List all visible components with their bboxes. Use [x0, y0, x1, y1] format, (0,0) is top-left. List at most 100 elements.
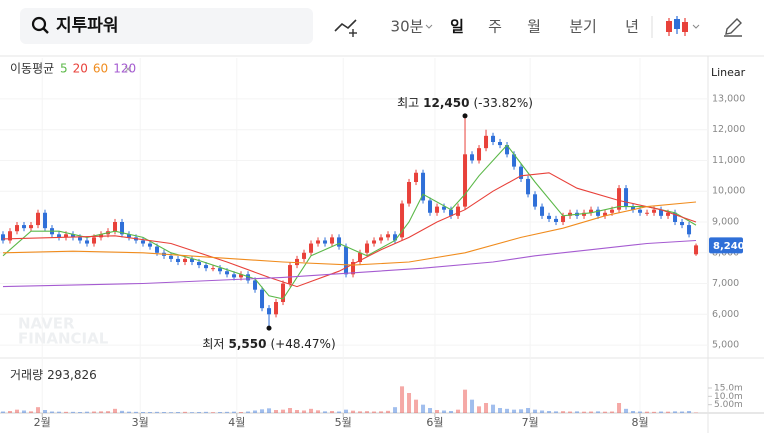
volume-bar [253, 410, 258, 413]
volume-bar [400, 386, 405, 413]
search-box[interactable] [20, 8, 313, 44]
volume-bar [617, 403, 622, 413]
volume-title: 거래량 293,826 [10, 368, 97, 382]
volume-bar [8, 411, 13, 413]
volume-tick-label: 5.00m [714, 400, 743, 410]
ma-legend-title: 이동평균 [10, 62, 54, 76]
candle-body [141, 240, 146, 244]
search-icon [31, 16, 47, 32]
candle-body [414, 172, 419, 182]
volume-bar [113, 408, 118, 413]
volume-bar [582, 411, 587, 413]
candle-body [43, 212, 48, 229]
volume-bar [120, 410, 125, 413]
volume-bar [197, 412, 202, 413]
volume-bar [281, 409, 286, 413]
legend-item: 120 [113, 62, 136, 76]
volume-bar [323, 411, 328, 413]
volume-bar [365, 411, 370, 413]
candle-body [365, 243, 370, 253]
candle-body [379, 237, 384, 241]
volume-bar [288, 408, 293, 413]
volume-bar [568, 411, 573, 413]
volume-bar [344, 409, 349, 413]
volume-bar [603, 411, 608, 413]
period-tab[interactable]: 년 [625, 18, 639, 36]
volume-bar [505, 408, 510, 413]
volume-bar [631, 411, 636, 413]
volume-bar [484, 403, 489, 413]
volume-bar [190, 412, 195, 413]
volume-bar [225, 411, 230, 413]
y-tick-label: 13,000 [712, 93, 745, 104]
candle-body [470, 154, 475, 161]
volume-bar [449, 411, 454, 413]
volume-bar [106, 411, 111, 413]
volume-bar [386, 410, 391, 413]
candle-body [78, 237, 83, 241]
volume-bar [316, 410, 321, 413]
candle-body [57, 234, 62, 238]
period-tab[interactable]: 주 [488, 18, 502, 36]
legend-close[interactable] [124, 65, 132, 73]
candle-body [407, 182, 412, 204]
period-tab[interactable]: 월 [527, 18, 541, 36]
candle-body [505, 145, 510, 155]
volume-bar [309, 408, 314, 413]
period-tab[interactable]: 일 [450, 18, 464, 36]
volume-bar [246, 411, 251, 413]
candle-icon[interactable] [666, 16, 688, 36]
candle-body [540, 206, 545, 216]
volume-bar [176, 412, 181, 413]
annotation-title: 최고 [397, 95, 419, 109]
volume-bar [547, 411, 552, 413]
watermark: NAVER [18, 315, 75, 333]
x-tick-label: 5월 [335, 416, 352, 429]
y-tick-label: 6,000 [712, 309, 739, 320]
volume-bar [337, 411, 342, 413]
candle-body [512, 154, 517, 167]
candle-body [533, 194, 538, 207]
candle-body [288, 265, 293, 284]
indicator-icon[interactable] [334, 19, 357, 32]
volume-bar [512, 409, 517, 413]
period-tab[interactable]: 30분 [391, 18, 424, 36]
scale-label[interactable]: Linear [711, 66, 746, 79]
volume-bar [687, 411, 692, 413]
volume-bar [463, 389, 468, 413]
volume-bar [99, 411, 104, 413]
volume-bar [456, 409, 461, 413]
x-tick-label: 3월 [132, 416, 149, 429]
candle-body [589, 209, 594, 213]
candle-body [253, 280, 258, 290]
candle-body [344, 246, 349, 275]
volume-bar [141, 412, 146, 413]
candle-body [358, 252, 363, 262]
candle-body [638, 209, 643, 213]
volume-bar [421, 404, 426, 413]
volume-bar [491, 404, 496, 413]
volume-bar [533, 409, 538, 413]
y-tick-label: 7,000 [712, 278, 739, 289]
annotation-value: 5,550 [228, 337, 266, 351]
candle-body [526, 178, 531, 195]
period-tab[interactable]: 분기 [569, 18, 597, 36]
volume-tick-label: 10.0m [714, 392, 743, 402]
candle-body [673, 212, 678, 222]
volume-bar [267, 408, 272, 413]
volume-bar [134, 411, 139, 413]
volume-bar [498, 408, 503, 413]
candle-body [393, 234, 398, 241]
volume-bar [673, 411, 678, 413]
x-tick-label: 8월 [631, 416, 648, 429]
volume-bar [218, 412, 223, 413]
volume-bar [92, 411, 97, 413]
candle-body [449, 209, 454, 216]
candle-body [183, 258, 188, 262]
candle-body [197, 262, 202, 266]
y-tick-label: 5,000 [712, 340, 739, 351]
candle-body [498, 142, 503, 146]
draw-icon[interactable] [724, 18, 742, 37]
volume-bar [680, 411, 685, 413]
